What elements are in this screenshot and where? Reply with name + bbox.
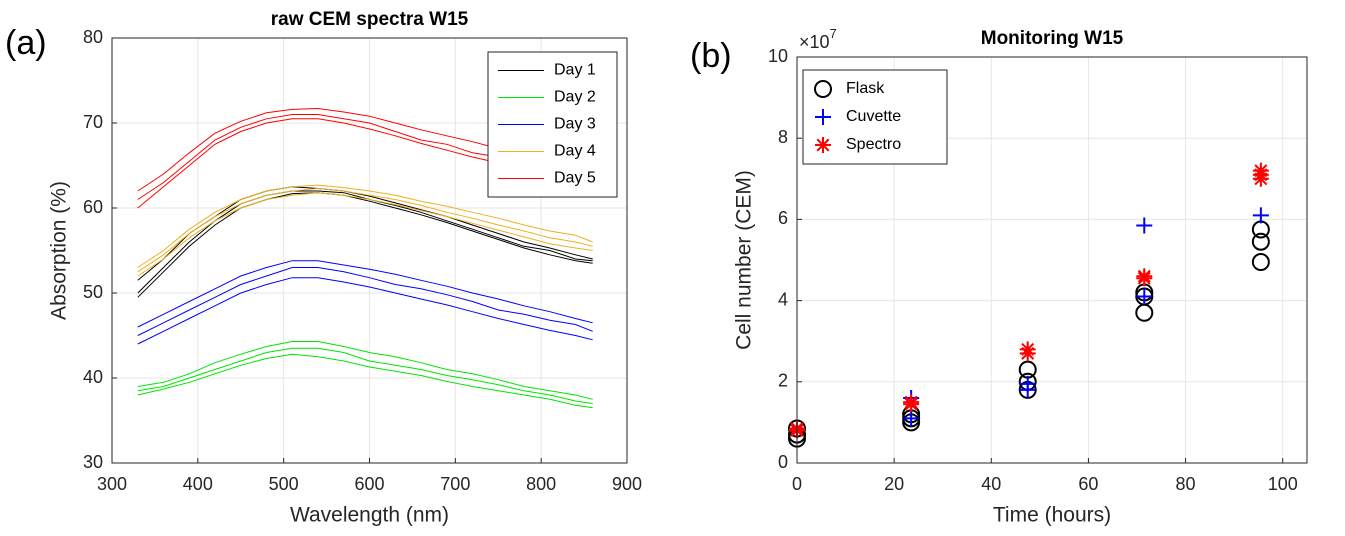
x-tick-label: 80 <box>1176 474 1196 494</box>
data-point <box>1019 375 1036 392</box>
spectrum-line <box>137 341 593 400</box>
spectrum-line <box>137 184 593 268</box>
y-tick-label: 2 <box>778 371 788 391</box>
chart-title: raw CEM spectra W15 <box>271 9 469 30</box>
spectrum-line <box>137 347 593 404</box>
legend-label: Day 1 <box>554 62 596 79</box>
data-point <box>1251 253 1270 272</box>
y-tick-label: 10 <box>768 46 788 66</box>
data-point <box>1252 207 1269 224</box>
x-tick-label: 100 <box>1268 474 1298 494</box>
spectrum-line <box>137 192 593 277</box>
legend-swatch <box>814 80 832 98</box>
spectrum-line <box>137 187 593 273</box>
panel-label: (b) <box>690 37 732 75</box>
y-tick-label: 50 <box>83 282 103 302</box>
x-tick-label: 500 <box>269 474 299 494</box>
x-tick-label: 20 <box>884 474 904 494</box>
legend-swatch <box>815 109 831 125</box>
x-tick-label: 600 <box>354 474 384 494</box>
x-axis-label: Time (hours) <box>993 504 1111 527</box>
axes-box <box>111 37 628 464</box>
data-point <box>1251 232 1270 251</box>
data-point <box>1019 341 1036 358</box>
y-tick-label: 60 <box>83 197 103 217</box>
data-point <box>1136 217 1153 234</box>
legend-label: Flask <box>846 80 885 97</box>
x-tick-label: 0 <box>792 474 802 494</box>
spectrum-line <box>137 260 593 328</box>
x-tick-label: 300 <box>97 474 127 494</box>
spectrum-line <box>137 353 593 409</box>
y-tick-label: 6 <box>778 208 788 228</box>
legend-label: Day 3 <box>554 116 596 133</box>
x-tick-label: 700 <box>440 474 470 494</box>
chart-title: Monitoring W15 <box>981 28 1124 49</box>
axes-box <box>796 56 1308 464</box>
x-tick-label: 800 <box>526 474 556 494</box>
legend-swatch <box>815 137 831 153</box>
panel-label: (a) <box>5 24 47 62</box>
legend-label: Day 4 <box>554 143 596 160</box>
x-tick-label: 400 <box>183 474 213 494</box>
y-tick-label: 0 <box>778 452 788 472</box>
y-tick-label: 4 <box>778 289 788 309</box>
data-point <box>1136 268 1153 285</box>
data-point <box>903 410 920 427</box>
x-tick-label: 40 <box>981 474 1001 494</box>
y-axis-label: Cell number (CEM) <box>733 170 756 350</box>
legend-label: Cuvette <box>846 108 901 125</box>
y-tick-label: 40 <box>83 367 103 387</box>
spectrum-line <box>137 277 593 345</box>
legend-label: Spectro <box>846 136 901 153</box>
legend-label: Day 2 <box>554 89 596 106</box>
y-axis-label: Absorption (%) <box>48 181 71 320</box>
y-tick-label: 30 <box>83 452 103 472</box>
legend-label: Day 5 <box>554 170 596 187</box>
axis-multiplier: ×107 <box>799 26 837 51</box>
data-point <box>1136 288 1153 305</box>
y-tick-label: 8 <box>778 127 788 147</box>
data-point <box>1252 162 1269 179</box>
spectrum-line <box>137 267 593 336</box>
y-tick-label: 70 <box>83 112 103 132</box>
spectrum-line <box>137 192 593 298</box>
x-tick-label: 60 <box>1078 474 1098 494</box>
multiplier-base: ×10 <box>799 32 830 52</box>
multiplier-exponent: 7 <box>830 26 837 41</box>
x-axis-label: Wavelength (nm) <box>290 504 449 527</box>
y-tick-label: 80 <box>83 27 103 47</box>
data-point <box>903 394 920 411</box>
x-tick-label: 900 <box>612 474 642 494</box>
